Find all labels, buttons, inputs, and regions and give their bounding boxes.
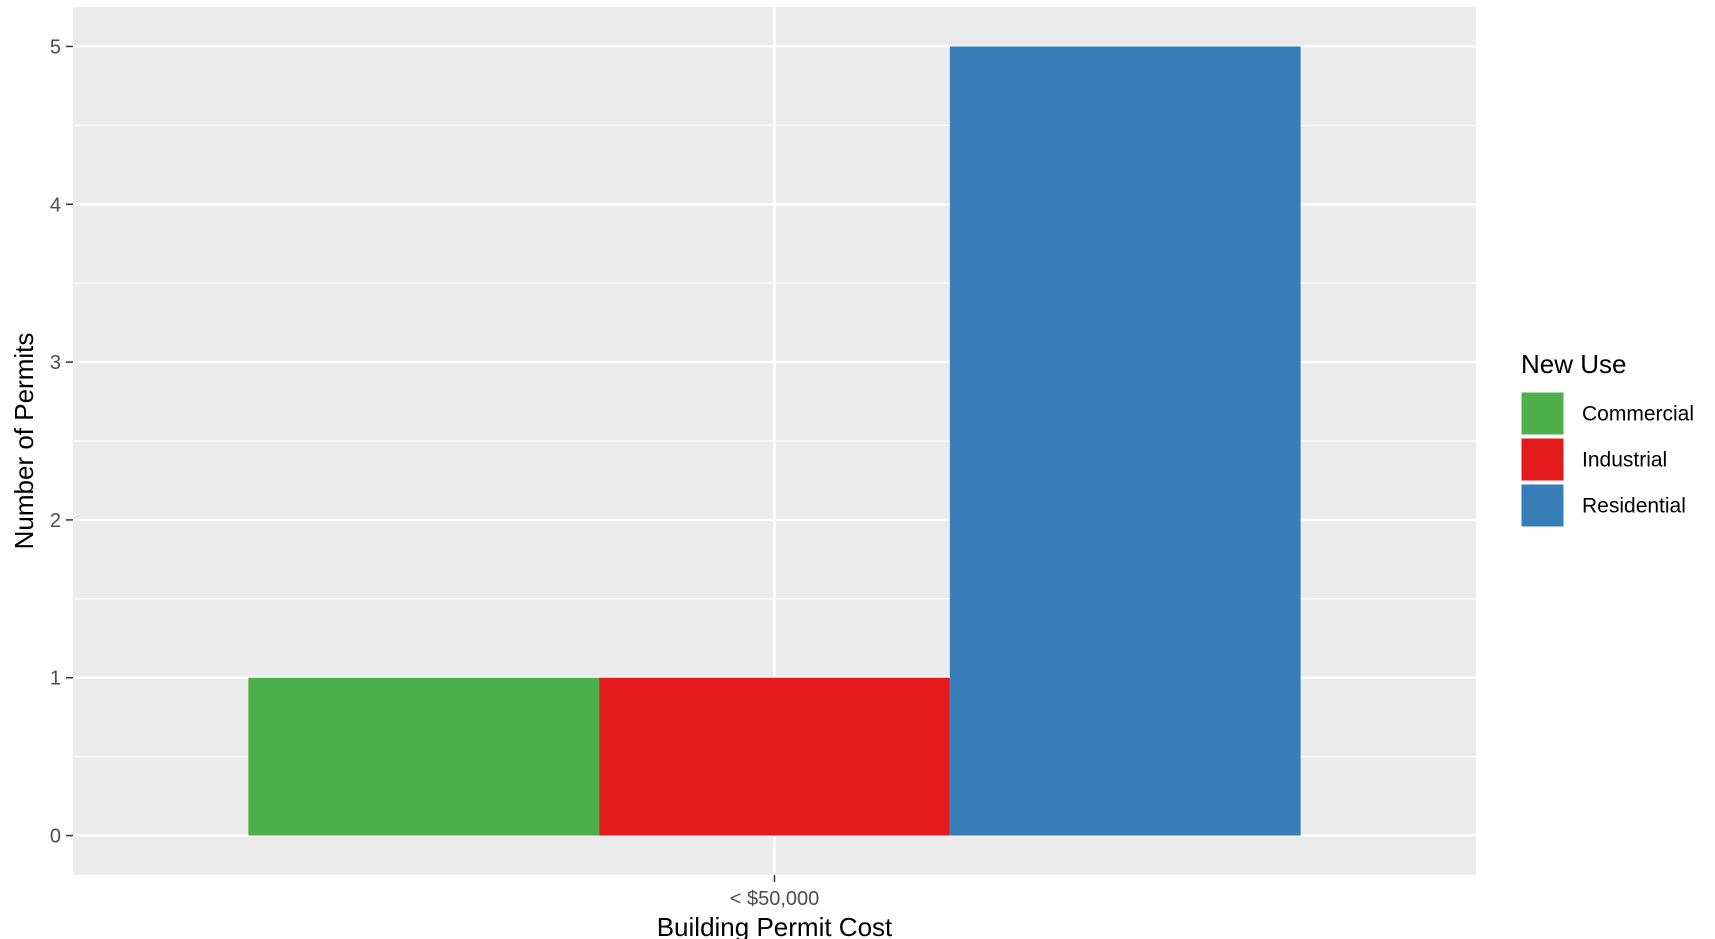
bar-industrial (599, 677, 950, 836)
x-axis-title: Building Permit Cost (657, 912, 893, 939)
y-tick-label: 1 (50, 668, 61, 690)
legend-label-industrial: Industrial (1582, 449, 1667, 472)
bar-residential (949, 46, 1301, 836)
legend-label-residential: Residential (1582, 495, 1686, 518)
legend-title: New Use (1521, 349, 1626, 379)
y-axis-title: Number of Permits (9, 333, 39, 550)
legend-key-commercial (1520, 391, 1565, 436)
y-tick-label: 0 (50, 826, 61, 848)
y-axis: 0 1 2 3 4 5 (50, 36, 73, 848)
legend-key-residential (1520, 483, 1565, 528)
legend: New Use Commercial Industrial Residential (1520, 349, 1694, 528)
x-axis: < $50,000 (730, 875, 820, 910)
legend-key-industrial (1520, 437, 1565, 482)
y-tick-label: 5 (50, 36, 61, 58)
bars (248, 46, 1301, 836)
bar-commercial (248, 677, 600, 836)
y-tick-label: 4 (50, 194, 61, 216)
y-tick-label: 2 (50, 510, 61, 532)
y-tick-label: 3 (50, 352, 61, 374)
x-tick-label: < $50,000 (730, 888, 820, 910)
legend-label-commercial: Commercial (1582, 403, 1694, 426)
